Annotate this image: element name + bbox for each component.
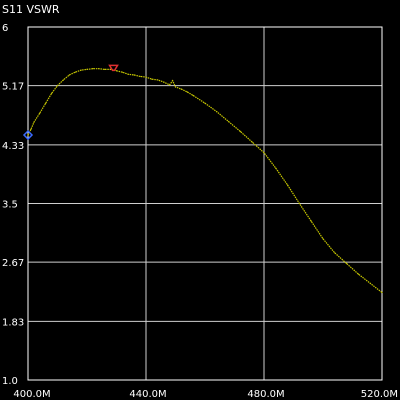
- y-tick-labels: 1.0 1.83 2.67 3.5 4.33 5.17 6: [2, 23, 24, 387]
- data-point: [192, 94, 194, 97]
- data-point: [127, 73, 129, 75]
- x-tick-labels: 400.0M 440.0M 480.0M 520.0M: [13, 389, 398, 400]
- data-point: [39, 112, 41, 114]
- series-line: [27, 68, 383, 293]
- data-point: [322, 238, 324, 240]
- data-point: [263, 152, 265, 154]
- data-point: [68, 74, 70, 76]
- grid-lines: [27, 26, 383, 381]
- data-point: [74, 71, 76, 73]
- data-point: [62, 79, 64, 81]
- data-point: [92, 68, 94, 70]
- peak-marker: [108, 64, 119, 72]
- data-point: [30, 128, 32, 130]
- data-point: [228, 121, 230, 123]
- data-point: [216, 111, 218, 113]
- data-point: [139, 75, 141, 78]
- data-point: [163, 81, 165, 83]
- data-point: [298, 202, 300, 205]
- data-point: [346, 262, 348, 265]
- data-point: [369, 282, 371, 284]
- x-tick-label: 520.0M: [361, 389, 398, 400]
- data-point: [45, 102, 47, 104]
- data-point: [104, 68, 106, 70]
- data-point: [357, 273, 359, 275]
- data-point: [98, 68, 100, 70]
- x-tick-label: 440.0M: [129, 389, 166, 400]
- y-tick-label: 5.17: [2, 82, 24, 93]
- data-point: [27, 134, 29, 136]
- chart-title: S11 VSWR: [2, 3, 60, 16]
- data-point: [169, 84, 171, 86]
- x-tick-label: 400.0M: [13, 389, 50, 400]
- x-tick-label: 480.0M: [247, 389, 284, 400]
- y-tick-label: 1.83: [2, 317, 24, 328]
- start-marker: [22, 129, 34, 141]
- data-point: [157, 79, 159, 81]
- data-point: [204, 102, 206, 104]
- data-point: [174, 86, 177, 88]
- y-tick-label: 1.0: [2, 376, 18, 387]
- y-tick-label: 6: [2, 23, 8, 34]
- data-point: [180, 88, 182, 90]
- y-tick-label: 4.33: [2, 141, 24, 152]
- data-point: [56, 84, 59, 87]
- data-point: [80, 69, 82, 71]
- data-point: [251, 141, 253, 143]
- data-point: [151, 78, 153, 80]
- series-layer: [27, 68, 383, 294]
- data-point: [239, 130, 241, 133]
- data-point: [381, 291, 383, 294]
- data-point: [115, 70, 118, 72]
- data-point: [171, 80, 174, 82]
- data-point: [51, 92, 53, 94]
- data-point: [121, 71, 123, 73]
- data-point: [334, 252, 336, 254]
- plot-frame: [27, 26, 383, 381]
- data-point: [186, 91, 188, 93]
- data-point: [287, 184, 289, 186]
- data-point: [86, 68, 88, 70]
- data-point: [275, 167, 277, 169]
- data-point: [33, 121, 35, 123]
- y-tick-label: 2.67: [2, 258, 24, 269]
- y-tick-label: 3.5: [2, 200, 18, 211]
- marker-layer: [22, 64, 119, 141]
- data-point: [133, 74, 135, 76]
- data-point: [310, 220, 312, 222]
- data-point: [145, 76, 147, 78]
